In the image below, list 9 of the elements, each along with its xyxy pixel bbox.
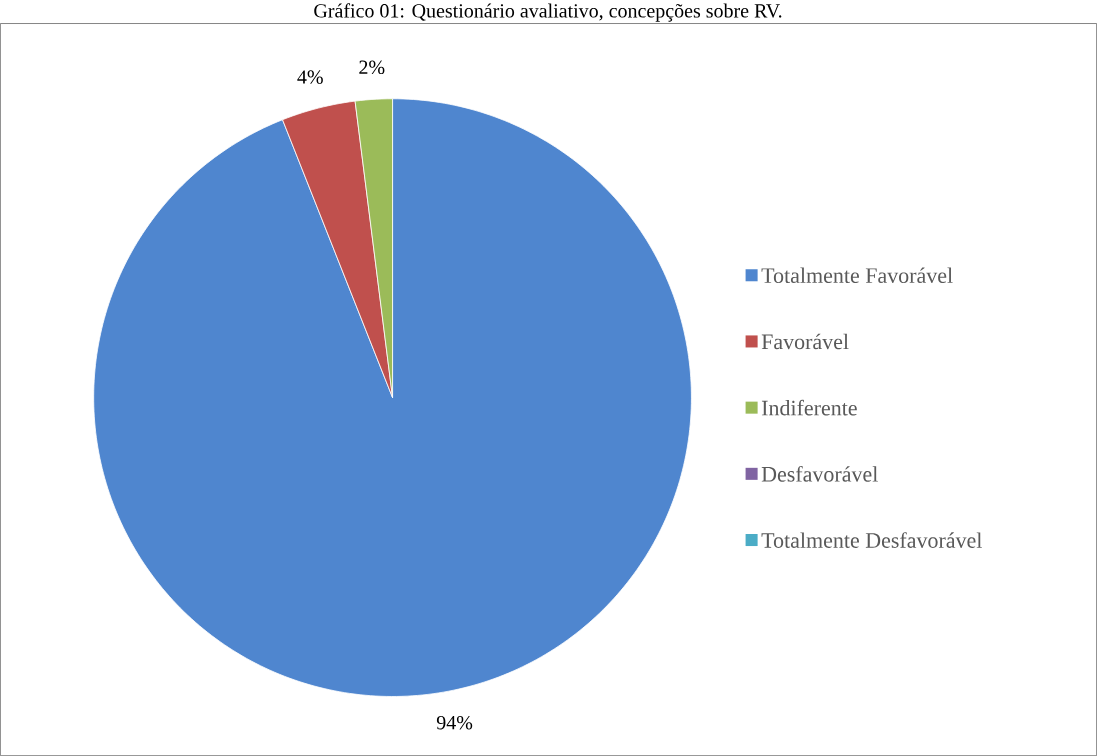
chart-title: Gráfico 01: Questionário avaliativo, concepções sobre RV.: [314, 3, 782, 22]
data-label: 94%: [436, 715, 473, 730]
legend-label: Totalmente Desfavorável: [761, 532, 982, 548]
data-label: 4%: [297, 70, 323, 84]
legend-label: Favorável: [761, 333, 849, 350]
legend-label: Indiferente: [761, 399, 857, 416]
legend-label: Desfavorável: [761, 465, 878, 482]
legend-label: Totalmente Favorável: [761, 267, 953, 283]
data-label: 2%: [359, 60, 385, 75]
